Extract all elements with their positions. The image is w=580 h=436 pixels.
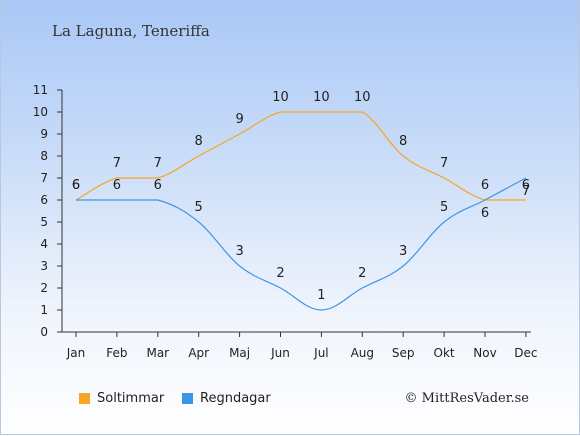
y-tick-label: 7 (40, 171, 48, 185)
data-label-soltimmar-nov: 6 (481, 178, 489, 193)
x-tick-label-dec: Dec (514, 346, 537, 360)
data-label-soltimmar-aug: 10 (354, 90, 371, 105)
data-label-regndagar-feb: 6 (113, 178, 121, 193)
legend-item-soltimmar: Soltimmar (79, 391, 164, 406)
data-label-regndagar-sep: 3 (399, 244, 407, 259)
data-label-soltimmar-dec: 6 (522, 178, 530, 193)
y-tick-label: 2 (40, 281, 48, 295)
y-tick-label: 9 (40, 127, 48, 141)
x-tick-label-feb: Feb (106, 346, 127, 360)
series-line-soltimmar (75, 111, 526, 201)
x-tick-label-sep: Sep (392, 346, 415, 360)
data-label-soltimmar-jul: 10 (313, 90, 330, 105)
credit-text: © MittResVader.se (404, 391, 529, 406)
data-label-regndagar-okt: 5 (440, 200, 448, 215)
x-tick-label-okt: Okt (434, 346, 455, 360)
data-label-soltimmar-sep: 8 (399, 134, 407, 149)
y-tick-label: 5 (40, 215, 48, 229)
y-tick-label: 1 (40, 303, 48, 317)
y-tick-label: 8 (40, 149, 48, 163)
x-tick-label-mar: Mar (146, 346, 169, 360)
series-line-regndagar (76, 177, 527, 311)
data-label-regndagar-nov: 6 (481, 206, 489, 221)
chart-title: La Laguna, Teneriffa (52, 22, 210, 40)
data-label-regndagar-maj: 3 (235, 244, 243, 259)
data-label-regndagar-dec: 7 (522, 184, 530, 199)
data-label-regndagar-apr: 5 (195, 200, 203, 215)
x-tick-label-jan: Jan (66, 346, 86, 360)
data-label-regndagar-mar: 6 (154, 178, 162, 193)
legend-item-regndagar: Regndagar (182, 391, 271, 406)
data-label-regndagar-jun: 2 (276, 266, 284, 281)
y-tick-label: 0 (40, 325, 48, 339)
data-label-regndagar-jul: 1 (317, 288, 325, 303)
data-label-regndagar-jan: 6 (72, 178, 80, 193)
y-tick-label: 11 (33, 83, 48, 97)
data-label-soltimmar-feb: 7 (113, 156, 121, 171)
x-tick-label-maj: Maj (229, 346, 250, 360)
legend-label-soltimmar: Soltimmar (97, 391, 165, 406)
x-tick-label-aug: Aug (351, 346, 374, 360)
x-tick-label-nov: Nov (473, 346, 496, 360)
legend-swatch-regndagar (182, 393, 193, 404)
data-label-soltimmar-jan: 6 (72, 178, 80, 193)
y-tick-label: 6 (40, 193, 48, 207)
data-label-soltimmar-mar: 7 (154, 156, 162, 171)
data-label-soltimmar-apr: 8 (195, 134, 203, 149)
data-label-soltimmar-jun: 10 (272, 90, 289, 105)
legend-label-regndagar: Regndagar (200, 391, 271, 406)
data-label-regndagar-aug: 2 (358, 266, 366, 281)
data-label-soltimmar-okt: 7 (440, 156, 448, 171)
y-tick-label: 4 (40, 237, 48, 251)
x-tick-label-jul: Jul (313, 346, 328, 360)
x-tick-label-jun: Jun (270, 346, 290, 360)
data-label-soltimmar-maj: 9 (235, 112, 243, 127)
x-tick-label-apr: Apr (188, 346, 209, 360)
y-tick-label: 3 (40, 259, 48, 273)
y-tick-label: 10 (33, 105, 48, 119)
legend-swatch-soltimmar (79, 393, 90, 404)
